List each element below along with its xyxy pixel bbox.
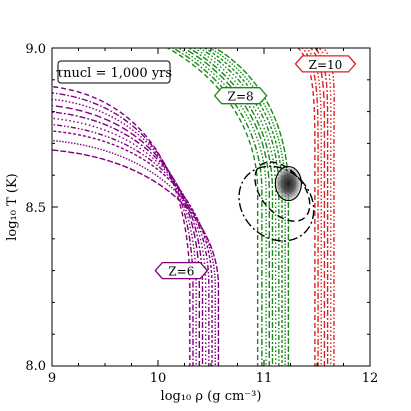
z6-curve <box>52 111 204 366</box>
y-tick-label-8.5: 8.5 <box>25 201 46 216</box>
y-tick-label-8.0: 8.0 <box>25 359 46 374</box>
z8-label-box <box>213 87 268 105</box>
z6-curve <box>52 139 216 366</box>
x-tick-label-9: 9 <box>48 371 56 386</box>
confidence-contour-mid <box>254 161 311 222</box>
curve-group <box>52 48 335 366</box>
z6-curve <box>52 85 191 366</box>
confidence-core <box>276 167 301 200</box>
z10-curve <box>297 48 316 366</box>
z-labels: Z=6 Z=8 Z=10 <box>154 55 357 280</box>
z10-curve <box>313 48 329 366</box>
z6-curve <box>52 130 213 366</box>
z10-label: Z=10 <box>309 58 343 72</box>
z6-curve <box>52 105 201 366</box>
x-axis-label: log₁₀ ρ (g cm⁻³) <box>161 389 262 404</box>
y-axis-label: log₁₀ T (K) <box>5 173 20 241</box>
z6-label-box <box>154 261 209 280</box>
confidence-contour-inner <box>274 165 302 202</box>
annotation-box <box>57 60 171 84</box>
z6-curve <box>52 117 207 366</box>
z10-curve <box>318 48 332 366</box>
z8-curve <box>197 48 280 366</box>
x-tick-label-10: 10 <box>150 371 167 386</box>
annotation-text: τnucl = 1,000 yrs <box>56 66 172 81</box>
axis-ticks <box>51 47 371 367</box>
z10-curve <box>309 48 326 366</box>
confidence-contour-outer <box>238 165 315 242</box>
z6-curve <box>52 92 194 366</box>
z6-curve <box>52 149 220 366</box>
z8-label: Z=8 <box>228 90 254 104</box>
z6-curve <box>52 98 197 366</box>
z6-curve <box>52 124 210 366</box>
x-tick-label-11: 11 <box>256 371 273 386</box>
z10-label-box <box>294 55 357 73</box>
y-tick-label-9.0: 9.0 <box>25 42 46 57</box>
plot-frame <box>51 47 371 367</box>
x-tick-label-12: 12 <box>362 371 379 386</box>
z6-label: Z=6 <box>168 265 194 279</box>
confidence-contours <box>238 161 315 242</box>
